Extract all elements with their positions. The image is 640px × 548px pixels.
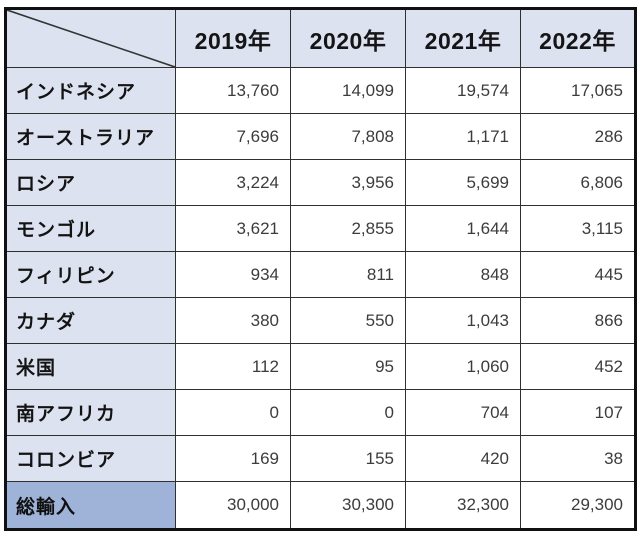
value-cell: 38 bbox=[520, 435, 636, 482]
total-value-cell: 32,300 bbox=[405, 481, 521, 530]
value-cell: 13,760 bbox=[175, 67, 291, 114]
value-cell: 3,224 bbox=[175, 159, 291, 206]
table-row-colombia: コロンビア 169 155 420 38 bbox=[5, 435, 636, 482]
value-cell: 1,644 bbox=[405, 205, 521, 252]
country-label: モンゴル bbox=[5, 205, 176, 252]
table-row-russia: ロシア 3,224 3,956 5,699 6,806 bbox=[5, 159, 636, 206]
value-cell: 445 bbox=[520, 251, 636, 298]
table-row-indonesia: インドネシア 13,760 14,099 19,574 17,065 bbox=[5, 67, 636, 114]
value-cell: 0 bbox=[290, 389, 406, 436]
table-row-philippines: フィリピン 934 811 848 445 bbox=[5, 251, 636, 298]
header-row: 2019年 2020年 2021年 2022年 bbox=[5, 8, 636, 68]
value-cell: 286 bbox=[520, 113, 636, 160]
total-value-cell: 29,300 bbox=[520, 481, 636, 530]
country-label: フィリピン bbox=[5, 251, 176, 298]
value-cell: 420 bbox=[405, 435, 521, 482]
value-cell: 2,855 bbox=[290, 205, 406, 252]
country-label: 米国 bbox=[5, 343, 176, 390]
country-label: ロシア bbox=[5, 159, 176, 206]
total-value-cell: 30,300 bbox=[290, 481, 406, 530]
value-cell: 7,808 bbox=[290, 113, 406, 160]
value-cell: 169 bbox=[175, 435, 291, 482]
value-cell: 452 bbox=[520, 343, 636, 390]
value-cell: 155 bbox=[290, 435, 406, 482]
country-label: 南アフリカ bbox=[5, 389, 176, 436]
table-row-usa: 米国 112 95 1,060 452 bbox=[5, 343, 636, 390]
value-cell: 5,699 bbox=[405, 159, 521, 206]
year-header-2021: 2021年 bbox=[405, 8, 521, 68]
table-row-australia: オーストラリア 7,696 7,808 1,171 286 bbox=[5, 113, 636, 160]
year-header-2020: 2020年 bbox=[290, 8, 406, 68]
value-cell: 811 bbox=[290, 251, 406, 298]
value-cell: 550 bbox=[290, 297, 406, 344]
value-cell: 1,171 bbox=[405, 113, 521, 160]
value-cell: 704 bbox=[405, 389, 521, 436]
country-label: コロンビア bbox=[5, 435, 176, 482]
total-label: 総輸入 bbox=[5, 481, 176, 530]
import-table: 2019年 2020年 2021年 2022年 インドネシア 13,760 14… bbox=[4, 7, 637, 531]
value-cell: 17,065 bbox=[520, 67, 636, 114]
year-header-2022: 2022年 bbox=[520, 8, 636, 68]
value-cell: 107 bbox=[520, 389, 636, 436]
total-row: 総輸入 30,000 30,300 32,300 29,300 bbox=[5, 481, 636, 530]
value-cell: 3,621 bbox=[175, 205, 291, 252]
value-cell: 6,806 bbox=[520, 159, 636, 206]
table-row-south-africa: 南アフリカ 0 0 704 107 bbox=[5, 389, 636, 436]
value-cell: 1,060 bbox=[405, 343, 521, 390]
corner-cell bbox=[5, 8, 176, 68]
value-cell: 380 bbox=[175, 297, 291, 344]
diagonal-line bbox=[7, 10, 175, 67]
country-label: カナダ bbox=[5, 297, 176, 344]
value-cell: 934 bbox=[175, 251, 291, 298]
value-cell: 7,696 bbox=[175, 113, 291, 160]
value-cell: 112 bbox=[175, 343, 291, 390]
value-cell: 866 bbox=[520, 297, 636, 344]
table-row-mongolia: モンゴル 3,621 2,855 1,644 3,115 bbox=[5, 205, 636, 252]
value-cell: 848 bbox=[405, 251, 521, 298]
value-cell: 3,115 bbox=[520, 205, 636, 252]
value-cell: 0 bbox=[175, 389, 291, 436]
value-cell: 14,099 bbox=[290, 67, 406, 114]
table-row-canada: カナダ 380 550 1,043 866 bbox=[5, 297, 636, 344]
value-cell: 3,956 bbox=[290, 159, 406, 206]
country-label: オーストラリア bbox=[5, 113, 176, 160]
year-header-2019: 2019年 bbox=[175, 8, 291, 68]
value-cell: 95 bbox=[290, 343, 406, 390]
total-value-cell: 30,000 bbox=[175, 481, 291, 530]
country-label: インドネシア bbox=[5, 67, 176, 114]
value-cell: 19,574 bbox=[405, 67, 521, 114]
value-cell: 1,043 bbox=[405, 297, 521, 344]
